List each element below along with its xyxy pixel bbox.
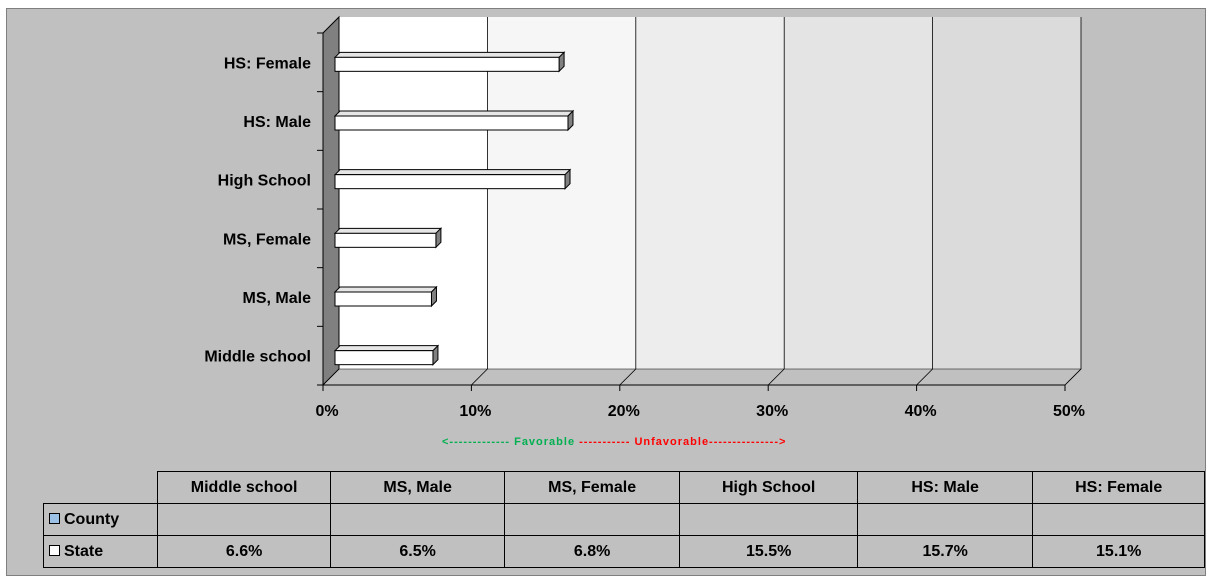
x-tick-label: 40% [905, 403, 937, 420]
table-cell: 6.6% [157, 536, 331, 568]
legend-county-label: County [64, 511, 119, 528]
state-bar-top [335, 170, 570, 175]
floor [323, 369, 1081, 385]
table-cell [857, 504, 1033, 536]
state-bar [335, 57, 559, 71]
category-label: MS, Female [223, 231, 311, 248]
x-tick-label: 30% [756, 403, 788, 420]
favorable-annotation: <------------- Favorable ----------- Unf… [442, 436, 786, 448]
x-tick-label: 10% [459, 403, 491, 420]
table-header-cell: MS, Female [504, 472, 680, 504]
category-label: High School [218, 173, 311, 190]
category-label: HS: Female [224, 55, 311, 72]
state-bar-top [335, 111, 573, 116]
state-bar-top [335, 52, 564, 57]
table-cell [680, 504, 858, 536]
back-wall-band [784, 17, 932, 369]
table-cell: 15.7% [857, 536, 1033, 568]
table-header-cell: HS: Male [857, 472, 1033, 504]
category-label: Middle school [204, 349, 311, 366]
back-wall-band [636, 17, 784, 369]
table-header-cell: Middle school [157, 472, 331, 504]
back-wall-band [933, 17, 1081, 369]
legend-state: State [44, 536, 158, 568]
state-bar-top [335, 346, 438, 351]
state-legend-key [49, 545, 60, 556]
table-header-cell: MS, Male [331, 472, 504, 504]
category-labels: Middle school MS, Male MS, Female High Scho… [204, 33, 323, 385]
table-row-county: County [44, 504, 1205, 536]
county-legend-key [49, 513, 60, 524]
table-cell: 15.5% [680, 536, 858, 568]
category-label: MS, Male [243, 290, 312, 307]
state-bar [335, 175, 565, 189]
state-bar [335, 351, 433, 365]
chart-frame: Middle school MS, Male MS, Female High Scho… [6, 8, 1206, 576]
x-tick-label: 20% [608, 403, 640, 420]
state-bar-top [335, 287, 436, 292]
table-cell [157, 504, 331, 536]
table-cell [331, 504, 504, 536]
table-cell: 6.8% [504, 536, 680, 568]
plot-area [323, 17, 1081, 391]
state-bar [335, 292, 431, 306]
favorable-text: <------------- Favorable [442, 436, 575, 448]
x-tick-label: 50% [1053, 403, 1085, 420]
state-bar [335, 233, 436, 247]
table-header-cell: HS: Female [1033, 472, 1205, 504]
x-tick-label: 0% [315, 403, 338, 420]
data-table: Middle school MS, Male MS, Female High S… [43, 471, 1205, 568]
x-tick-labels: 0% 10% 20% 30% 40% 50% [315, 403, 1085, 420]
legend-county: County [44, 504, 158, 536]
table-cell: 15.1% [1033, 536, 1205, 568]
table-header-row: Middle school MS, Male MS, Female High S… [44, 472, 1205, 504]
category-label: HS: Male [243, 114, 311, 131]
table-corner [44, 472, 158, 504]
table-header-cell: High School [680, 472, 858, 504]
bar-chart: Middle school MS, Male MS, Female High Scho… [7, 9, 1207, 464]
table-row-state: State 6.6% 6.5% 6.8% 15.5% 15.7% 15.1% [44, 536, 1205, 568]
state-bar [335, 116, 568, 130]
legend-state-label: State [64, 543, 103, 560]
side-wall [323, 17, 339, 385]
state-bar-top [335, 228, 441, 233]
table-cell [1033, 504, 1205, 536]
unfavorable-text: ----------- Unfavorable---------------> [575, 436, 786, 448]
table-cell [504, 504, 680, 536]
table-cell: 6.5% [331, 536, 504, 568]
